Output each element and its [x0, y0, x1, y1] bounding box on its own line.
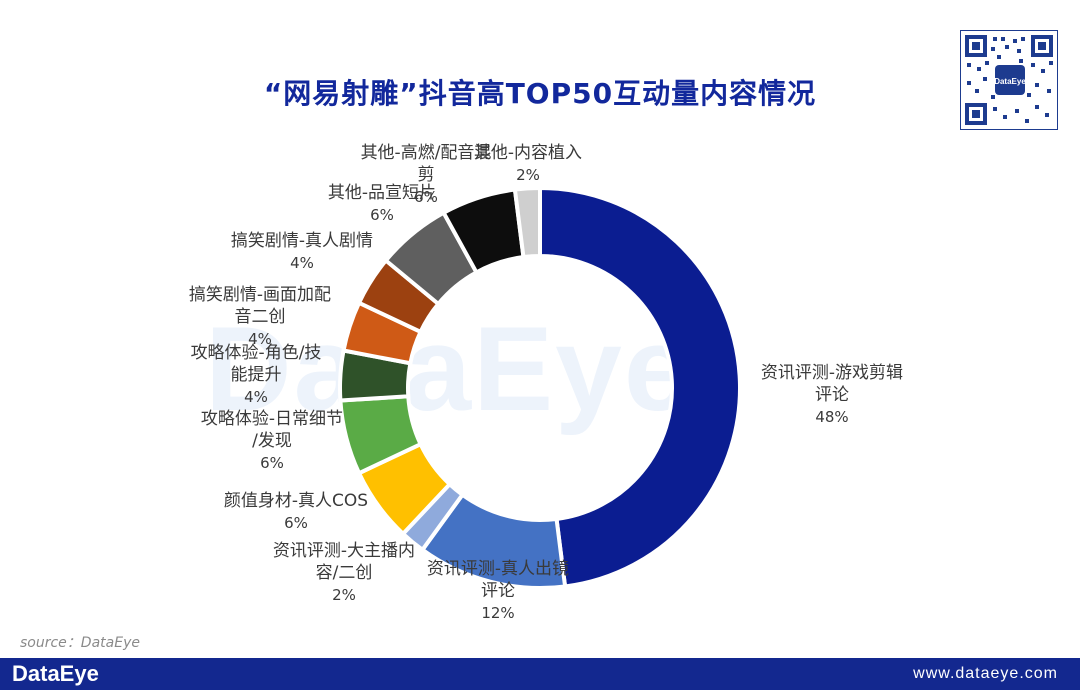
chart-title: “网易射雕”抖音高TOP50互动量内容情况: [263, 77, 817, 110]
qr-code-graphic: DataEye: [965, 35, 1053, 125]
data-label-10: 其他-高燃/配音混剪 6%: [361, 143, 492, 206]
data-label-11: 其他-内容植入 2%: [474, 143, 582, 184]
data-label-8: 搞笑剧情-真人剧情 4%: [231, 231, 373, 272]
data-label-7: 搞笑剧情-画面加配音二创 4%: [189, 285, 331, 348]
donut-slice-1: [538, 185, 742, 589]
source-note: source：DataEye: [20, 635, 140, 651]
donut-slice-11: [512, 185, 542, 260]
footer-logo: DataEye: [12, 661, 99, 686]
watermark: DataEye: [205, 302, 693, 436]
data-label-2: 资讯评测-真人出镜评论 12%: [427, 559, 569, 622]
footer-url: www.dataeye.com: [913, 665, 1058, 682]
data-label-4: 颜值身材-真人COS 6%: [224, 491, 368, 532]
qr-badge-label: DataEye: [994, 77, 1026, 86]
data-label-9: 其他-品宣短片 6%: [328, 183, 436, 224]
qr-code: DataEye: [960, 30, 1058, 130]
data-label-5: 攻略体验-日常细节/发现 6%: [201, 409, 343, 472]
footer-bar: DataEye www.dataeye.com: [0, 658, 1080, 690]
data-label-1: 资讯评测-游戏剪辑评论 48%: [761, 363, 903, 426]
data-label-6: 攻略体验-角色/技能提升 4%: [191, 343, 322, 406]
data-label-3: 资讯评测-大主播内容/二创 2%: [273, 541, 415, 604]
